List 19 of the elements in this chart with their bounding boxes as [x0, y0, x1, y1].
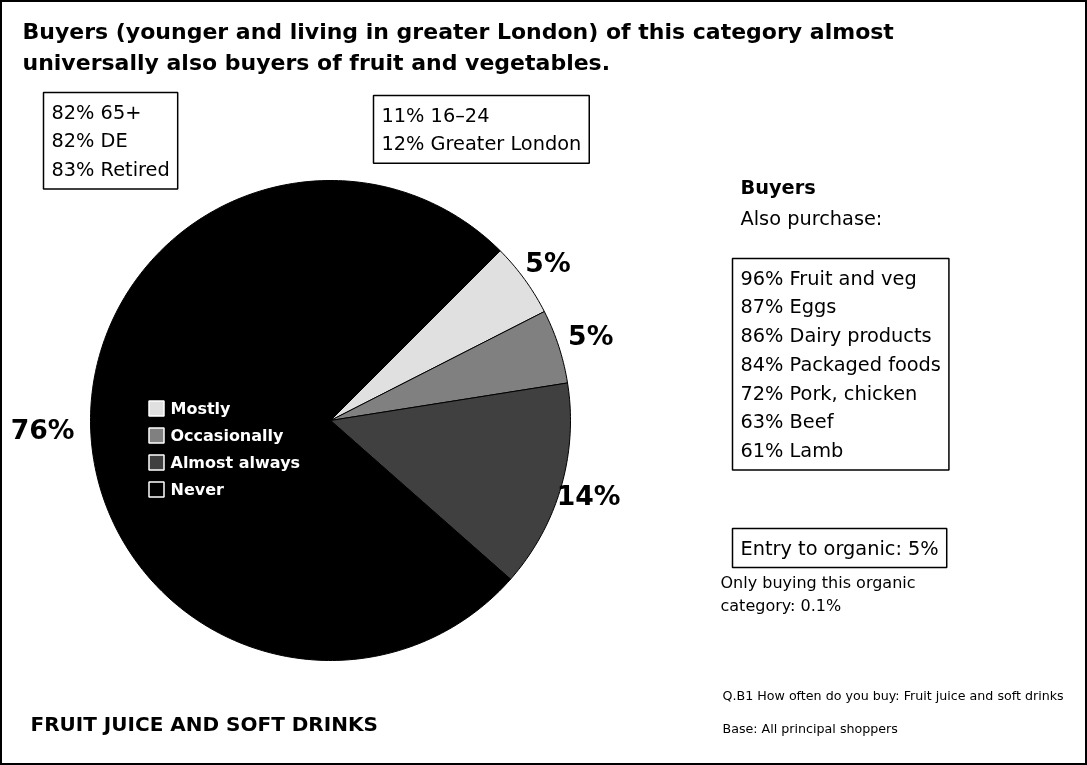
legend-label: Never [170, 480, 225, 499]
data-label: 5% [525, 247, 571, 278]
legend-label: Almost always [170, 453, 301, 472]
text: Base: All principal shoppers [722, 720, 898, 736]
text: 11% 16–24 12% Greater London [381, 103, 582, 156]
data-label: 14% [556, 479, 621, 511]
data-label: 5% [568, 320, 614, 352]
text: FRUIT JUICE AND SOFT DRINKS [30, 711, 378, 736]
legend-label: Occasionally [170, 426, 285, 445]
text: Entry to organic: 5% [740, 536, 939, 560]
text: 96% Fruit and veg 87% Eggs 86% Dairy products 84% Packaged foods 72% Pork, chicken 63% Beef 61% Lamb [740, 266, 941, 462]
legend-label: Mostly [170, 399, 232, 418]
text: Buyers [740, 175, 816, 199]
data-label: 76% [10, 414, 75, 446]
text: Only buying this organic category: 0.1% [720, 572, 916, 616]
text: 82% 65+ 82% DE 83% Retired [51, 100, 170, 181]
chart-title: Buyers (younger and living in greater London) of this category almost universally also buyers of fruit and vegetables. [22, 18, 895, 75]
text: Also purchase: [740, 206, 883, 230]
text: Q.B1 How often do you buy: Fruit juice and soft drinks [722, 687, 1064, 703]
